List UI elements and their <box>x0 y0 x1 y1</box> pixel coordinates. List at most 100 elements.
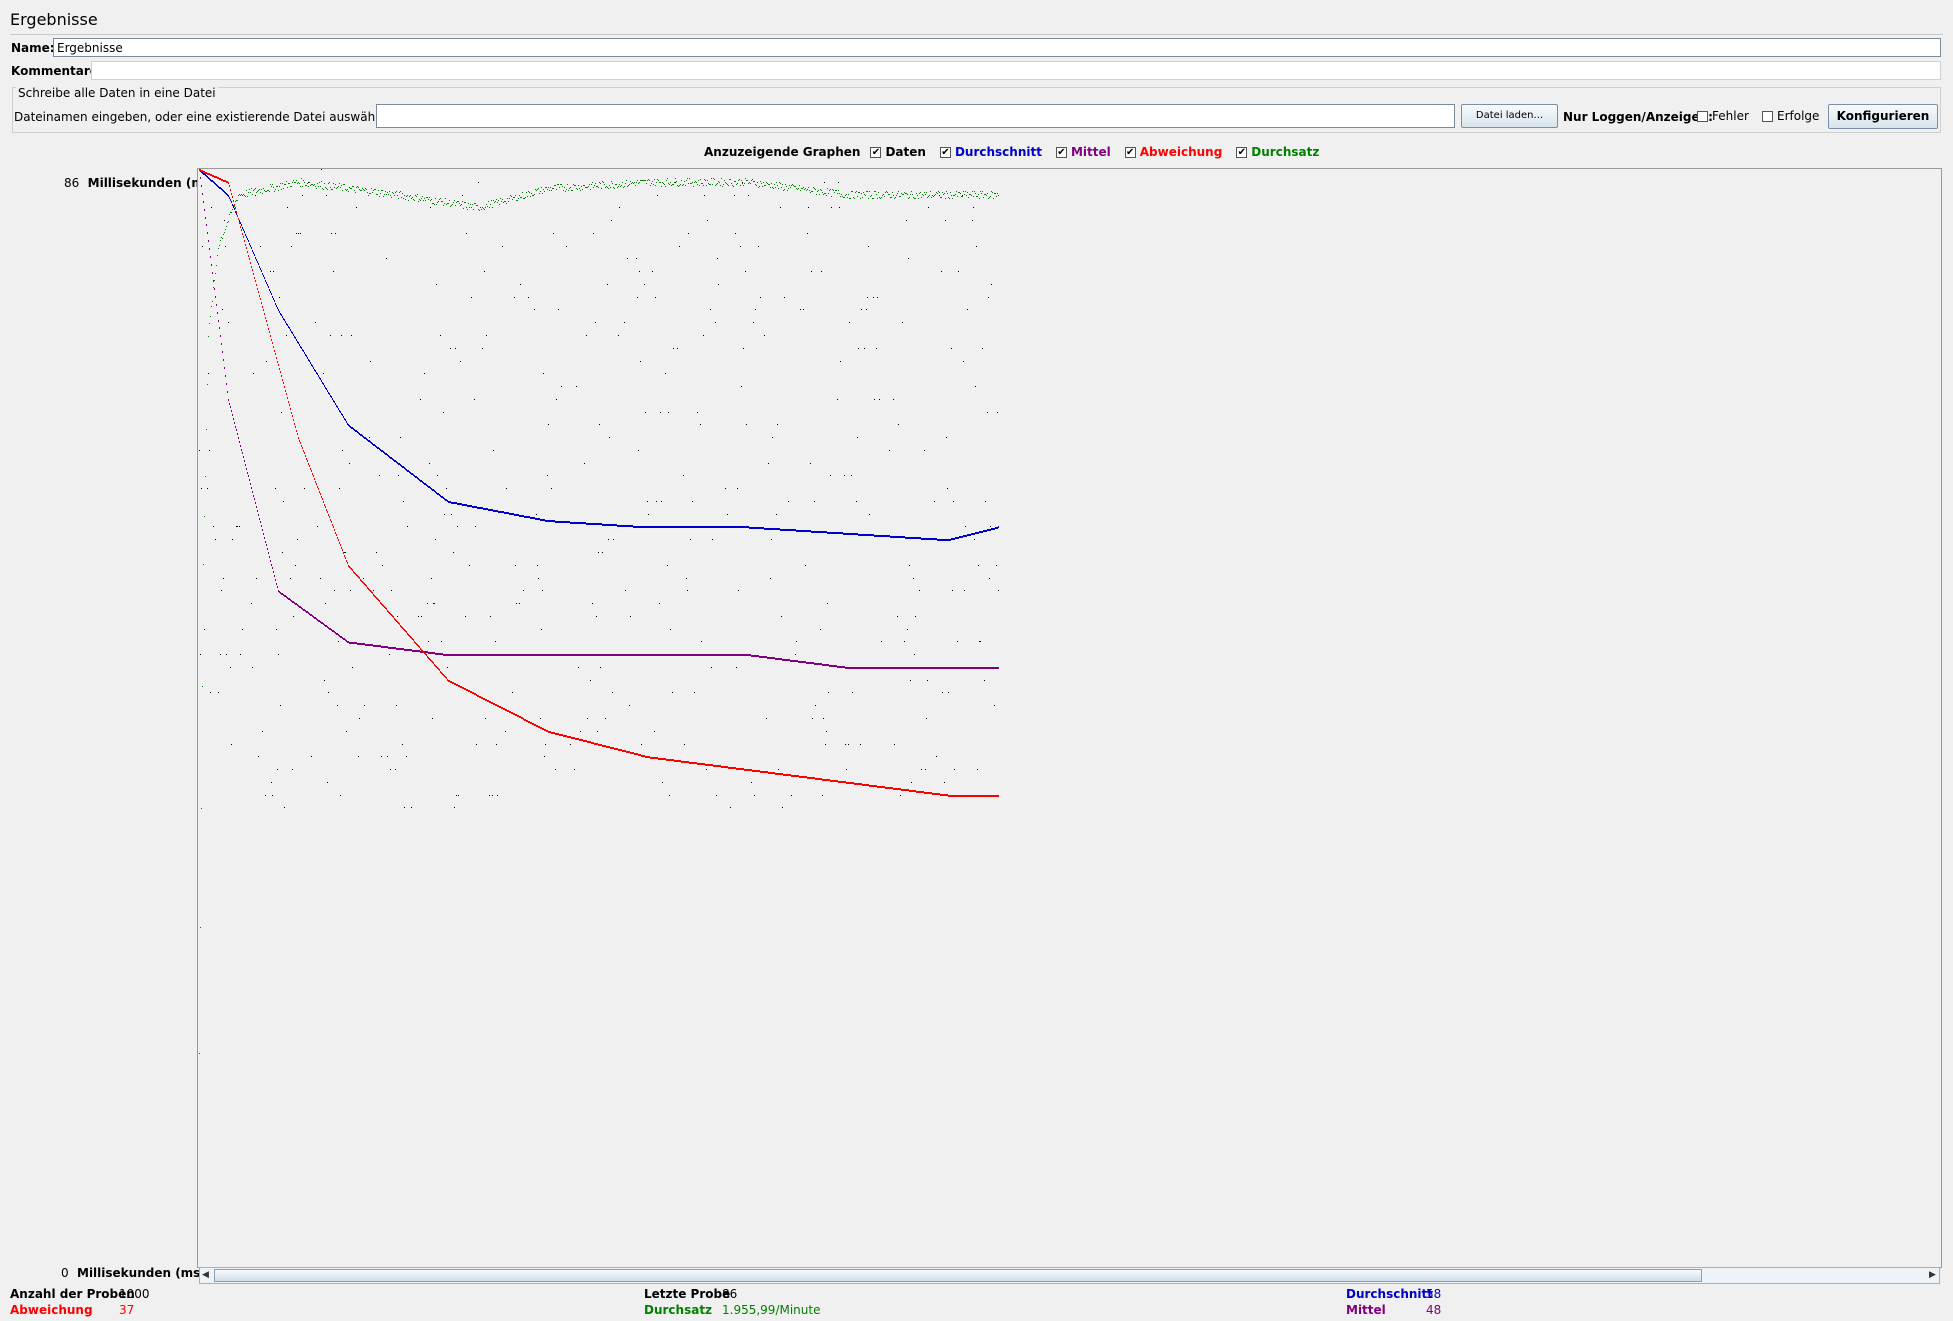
horizontal-scrollbar[interactable]: ◀ ▶ <box>199 1267 1940 1284</box>
series-point <box>234 206 235 207</box>
data-point <box>846 769 847 770</box>
data-point <box>957 641 958 642</box>
series-point <box>291 331 292 333</box>
series-point <box>439 653 440 655</box>
data-point <box>796 641 797 642</box>
checkbox-box[interactable]: ✔ <box>939 146 951 158</box>
data-point <box>543 373 544 374</box>
checkbox-box[interactable]: ✔ <box>1124 146 1136 158</box>
series-point <box>511 654 512 656</box>
series-point <box>691 654 692 656</box>
errors-checkbox[interactable]: Fehler <box>1697 109 1749 123</box>
series-point <box>211 180 212 182</box>
series-point <box>896 667 897 669</box>
data-point <box>548 424 549 425</box>
series-point <box>339 183 340 184</box>
series-point <box>737 183 738 184</box>
series-point <box>270 184 271 185</box>
series-point <box>710 526 711 528</box>
series-point <box>408 634 409 636</box>
series-point <box>700 654 701 656</box>
series-point <box>753 770 754 772</box>
configure-button[interactable]: Konfigurieren <box>1828 104 1938 129</box>
series-point <box>475 506 476 508</box>
series-point <box>709 654 710 656</box>
series-point <box>885 667 886 669</box>
success-checkbox[interactable]: Erfolge <box>1762 109 1819 123</box>
series-point <box>876 535 877 537</box>
data-point <box>475 526 476 527</box>
checkbox-box[interactable] <box>1697 110 1708 122</box>
series-point <box>470 505 471 507</box>
browse-button[interactable]: Datei laden... <box>1461 104 1558 128</box>
series-point <box>387 192 388 193</box>
name-input[interactable]: Ergebnisse <box>53 38 1941 57</box>
series-point <box>468 690 469 692</box>
data-point <box>277 769 278 770</box>
data-point <box>934 501 935 502</box>
series-point <box>491 509 492 511</box>
series-point <box>418 645 419 647</box>
data-point <box>988 297 989 298</box>
series-point <box>499 654 500 656</box>
scrollbar-thumb[interactable] <box>214 1269 1702 1282</box>
series-point <box>524 516 525 518</box>
graph-toggle-median[interactable]: ✔ Mittel <box>1055 145 1111 159</box>
series-point <box>422 196 423 197</box>
series-point <box>340 636 341 638</box>
series-point <box>867 534 868 536</box>
series-point <box>244 240 245 242</box>
series-point <box>303 450 304 452</box>
series-point <box>265 541 266 543</box>
graph-toggle-deviation[interactable]: ✔ Abweichung <box>1124 145 1222 159</box>
series-point <box>455 205 456 206</box>
series-point <box>756 527 757 529</box>
series-point <box>531 722 532 724</box>
data-point <box>271 782 272 783</box>
series-point <box>250 245 251 247</box>
data-point <box>331 233 332 234</box>
checkbox-box[interactable]: ✔ <box>1236 146 1248 158</box>
series-point <box>655 185 656 186</box>
scroll-left-arrow-icon[interactable]: ◀ <box>202 1270 209 1280</box>
checkbox-box[interactable]: ✔ <box>1055 146 1067 158</box>
data-point <box>465 616 466 617</box>
graph-toggle-average[interactable]: ✔ Durchschnitt <box>939 145 1042 159</box>
series-point <box>557 184 558 185</box>
checkbox-box[interactable] <box>1762 110 1773 122</box>
series-point <box>371 591 372 593</box>
graph-toggle-throughput[interactable]: ✔ Durchsatz <box>1236 145 1319 159</box>
data-point <box>444 514 445 515</box>
series-point <box>412 650 413 652</box>
series-point <box>972 191 973 192</box>
series-point <box>431 660 432 662</box>
data-point <box>402 744 403 745</box>
series-point <box>746 769 747 771</box>
filename-input[interactable] <box>376 104 1455 128</box>
series-point <box>922 667 923 669</box>
data-point <box>406 756 407 757</box>
series-point <box>385 453 386 455</box>
series-point <box>837 532 838 534</box>
series-point <box>981 193 982 194</box>
series-point <box>719 654 720 656</box>
graph-toggle-data[interactable]: ✔ Daten <box>870 145 926 159</box>
comments-input[interactable] <box>91 61 1941 80</box>
checkbox-box[interactable]: ✔ <box>870 146 882 158</box>
series-point <box>342 414 343 416</box>
series-point <box>547 654 548 656</box>
series-point <box>488 654 489 656</box>
series-point <box>838 781 839 783</box>
series-point <box>628 751 629 753</box>
series-point <box>624 654 625 656</box>
series-point <box>994 795 995 797</box>
series-point <box>586 187 587 188</box>
scroll-right-arrow-icon[interactable]: ▶ <box>1929 1270 1936 1280</box>
series-point <box>315 370 316 372</box>
series-point <box>662 758 663 760</box>
series-point <box>826 779 827 781</box>
series-point <box>664 654 665 656</box>
series-point <box>497 705 498 707</box>
series-point <box>931 792 932 794</box>
series-point <box>917 667 918 669</box>
